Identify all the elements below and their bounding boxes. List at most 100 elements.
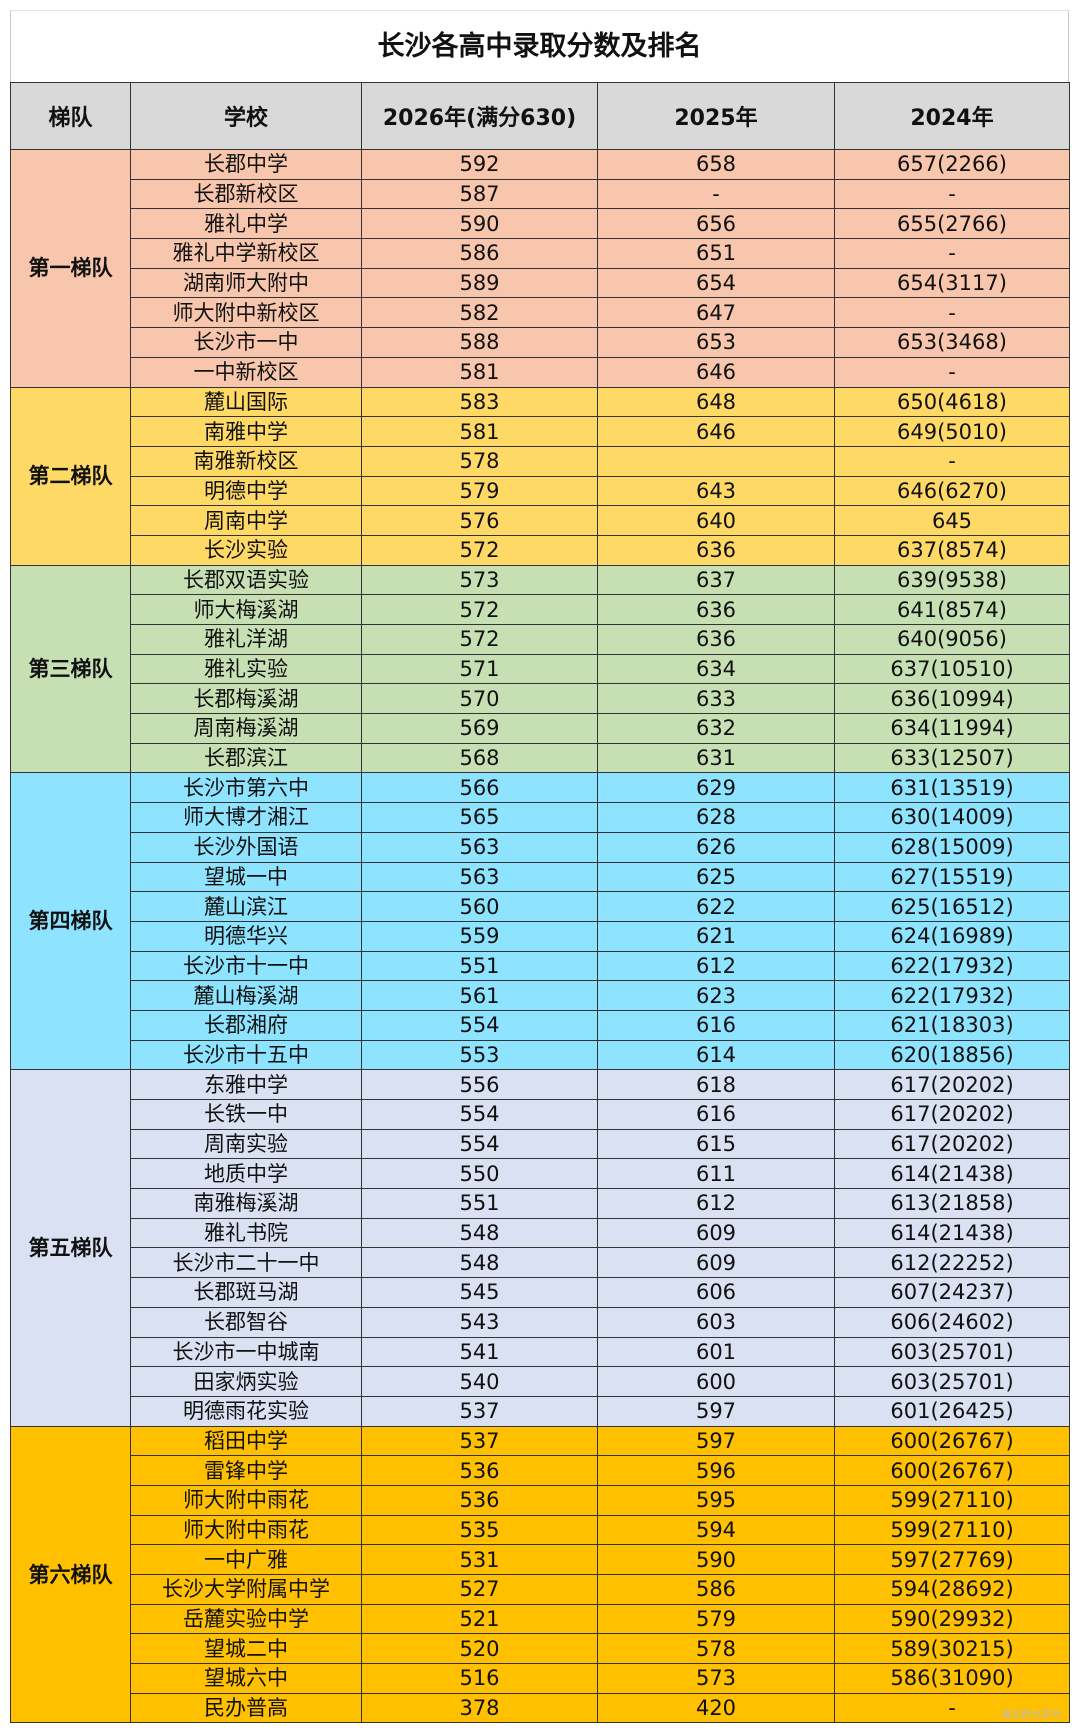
- score-2025-cell: [597, 445, 835, 477]
- score-2024-cell: 599(27110): [834, 1484, 1070, 1516]
- table-row: 周南中学 576 640 645: [10, 505, 1070, 536]
- school-cell: 长郡新校区: [130, 178, 362, 210]
- score-2025-cell: 628: [597, 802, 835, 833]
- score-2026-cell: 527: [361, 1574, 598, 1605]
- school-cell: 雅礼中学: [130, 208, 362, 240]
- school-cell: 长郡滨江: [130, 742, 362, 774]
- score-2024-cell: -: [834, 445, 1070, 477]
- score-2026-cell: 581: [361, 356, 598, 388]
- tier-label: 第一梯队: [10, 149, 131, 388]
- school-cell: 田家炳实验: [130, 1366, 362, 1397]
- school-cell: 雅礼书院: [130, 1217, 362, 1249]
- score-2024-cell: 600(26767): [834, 1425, 1070, 1457]
- school-cell: 一中广雅: [130, 1544, 362, 1575]
- school-cell: 雷锋中学: [130, 1455, 362, 1486]
- score-2025-cell: 612: [597, 950, 835, 982]
- table-row: 长郡梅溪湖 570 633 636(10994): [10, 683, 1070, 715]
- school-cell: 南雅梅溪湖: [130, 1188, 362, 1219]
- score-2025-cell: 622: [597, 891, 835, 922]
- table-row: 长郡智谷 543 603 606(24602): [10, 1306, 1070, 1338]
- table-row: 南雅新校区 578 -: [10, 445, 1070, 477]
- table-row: 长沙外国语 563 626 628(15009): [10, 831, 1070, 863]
- table-row: 长沙大学附属中学 527 586 594(28692): [10, 1574, 1070, 1605]
- score-2025-cell: 594: [597, 1514, 835, 1546]
- score-2025-cell: 578: [597, 1633, 835, 1665]
- score-2026-cell: 545: [361, 1277, 598, 1308]
- score-table: 梯队 学校 2026年(满分630) 2025年 2024年 第一梯队 长郡中学 5…: [10, 82, 1070, 1724]
- school-cell: 明德华兴: [130, 920, 362, 952]
- score-2025-cell: 600: [597, 1366, 835, 1397]
- score-2025-cell: 586: [597, 1574, 835, 1605]
- score-2026-cell: 576: [361, 505, 598, 536]
- score-2025-cell: 621: [597, 920, 835, 952]
- table-row: 麓山滨江 560 622 625(16512): [10, 891, 1070, 922]
- score-2025-cell: -: [597, 178, 835, 210]
- score-2024-cell: -: [834, 238, 1070, 269]
- score-2025-cell: 640: [597, 505, 835, 536]
- tier-label: 第四梯队: [10, 772, 131, 1071]
- score-2026-cell: 520: [361, 1633, 598, 1665]
- score-2024-cell: 639(9538): [834, 564, 1070, 596]
- score-2025-cell: 623: [597, 980, 835, 1011]
- score-2024-cell: 586(31090): [834, 1663, 1070, 1694]
- score-2025-cell: 631: [597, 742, 835, 774]
- score-2025-cell: 590: [597, 1544, 835, 1575]
- score-2026-cell: 551: [361, 1188, 598, 1219]
- score-2026-cell: 540: [361, 1366, 598, 1397]
- table-row: 明德中学 579 643 646(6270): [10, 475, 1070, 507]
- score-2026-cell: 582: [361, 297, 598, 329]
- table-row: 长沙市十五中 553 614 620(18856): [10, 1039, 1070, 1071]
- school-cell: 南雅中学: [130, 416, 362, 447]
- school-cell: 师大附中新校区: [130, 297, 362, 329]
- table-row: 师大附中新校区 582 647-: [10, 297, 1070, 329]
- score-2025-cell: 616: [597, 1099, 835, 1130]
- score-2025-cell: 609: [597, 1217, 835, 1249]
- score-2026-cell: 378: [361, 1692, 598, 1724]
- table-row: 田家炳实验 540 600 603(25701): [10, 1366, 1070, 1397]
- score-2024-cell: 640(9056): [834, 624, 1070, 655]
- score-2026-cell: 590: [361, 208, 598, 240]
- score-2025-cell: 420: [597, 1692, 835, 1724]
- score-2025-cell: 633: [597, 683, 835, 715]
- table-row: 第六梯队 稻田中学 537 597 600(26767): [10, 1425, 1070, 1724]
- table-row: 长沙市十一中 551 612 622(17932): [10, 950, 1070, 982]
- score-2024-cell: 614(21438): [834, 1158, 1070, 1190]
- score-2024-cell: 617(20202): [834, 1069, 1070, 1100]
- school-cell: 长沙市二十一中: [130, 1247, 362, 1279]
- score-2024-cell: 612(22252): [834, 1247, 1070, 1279]
- score-2025-cell: 614: [597, 1039, 835, 1071]
- school-cell: 南雅新校区: [130, 445, 362, 477]
- score-2026-cell: 569: [361, 713, 598, 744]
- score-2025-cell: 612: [597, 1188, 835, 1219]
- score-2024-cell: 601(26425): [834, 1395, 1070, 1427]
- table-row: 雅礼实验 571 634 637(10510): [10, 653, 1070, 685]
- score-2024-cell: 636(10994): [834, 683, 1070, 715]
- table-row: 南雅梅溪湖 551 612 613(21858): [10, 1188, 1070, 1219]
- score-2025-cell: 637: [597, 564, 835, 596]
- tier-label: 第三梯队: [10, 564, 131, 774]
- score-2024-cell: 613(21858): [834, 1188, 1070, 1219]
- table-row: 雅礼中学 590 656 655(2766): [10, 208, 1070, 240]
- school-cell: 师大梅溪湖: [130, 594, 362, 625]
- table-row: 麓山梅溪湖 561 623 622(17932): [10, 980, 1070, 1011]
- tier-label: 第二梯队: [10, 386, 131, 566]
- table-row: 湖南师大附中 589 654 654(3117): [10, 267, 1070, 299]
- school-cell: 长沙市第六中: [130, 772, 362, 804]
- score-2026-cell: 570: [361, 683, 598, 715]
- score-2025-cell: 597: [597, 1395, 835, 1427]
- score-2025-cell: 651: [597, 238, 835, 269]
- watermark: 湘北群分享号: [1001, 1710, 1061, 1722]
- table-row: 第四梯队 长沙市第六中 566 629 631(13519): [10, 772, 1070, 1071]
- score-2024-cell: 622(17932): [834, 950, 1070, 982]
- table-row: 长沙实验 572 636 637(8574): [10, 534, 1070, 566]
- score-sheet: 长沙各高中录取分数及排名 梯队 学校 2026年(满分630) 2025年 20…: [10, 10, 1070, 1724]
- score-2024-cell: 645: [834, 505, 1070, 536]
- score-2024-cell: 620(18856): [834, 1039, 1070, 1071]
- score-2026-cell: 535: [361, 1514, 598, 1546]
- score-2026-cell: 551: [361, 950, 598, 982]
- score-2024-cell: 617(20202): [834, 1128, 1070, 1160]
- school-cell: 长沙大学附属中学: [130, 1574, 362, 1605]
- score-2026-cell: 541: [361, 1336, 598, 1368]
- score-2026-cell: 563: [361, 861, 598, 893]
- header-school: 学校: [130, 82, 362, 150]
